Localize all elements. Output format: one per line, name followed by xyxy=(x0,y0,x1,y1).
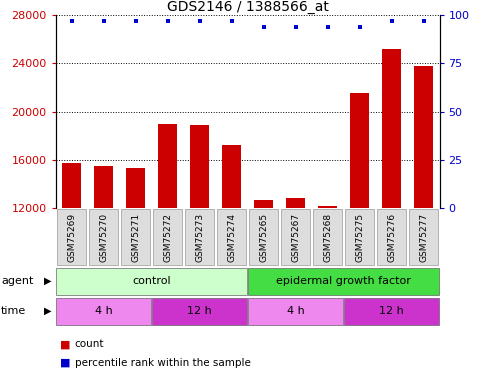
Bar xyxy=(56,268,247,295)
Bar xyxy=(121,209,150,265)
Text: agent: agent xyxy=(1,276,33,286)
Bar xyxy=(94,166,113,208)
Text: ■: ■ xyxy=(60,339,71,349)
Bar xyxy=(409,209,438,265)
Text: GSM75269: GSM75269 xyxy=(67,213,76,262)
Text: GSM75273: GSM75273 xyxy=(195,213,204,262)
Text: GSM75274: GSM75274 xyxy=(227,213,236,262)
Bar xyxy=(249,209,278,265)
Text: GSM75265: GSM75265 xyxy=(259,213,268,262)
Bar xyxy=(222,146,241,208)
Text: 12 h: 12 h xyxy=(379,306,404,316)
Point xyxy=(227,18,235,24)
Bar xyxy=(153,209,182,265)
Point xyxy=(260,24,268,30)
Point xyxy=(196,18,203,24)
Bar xyxy=(248,268,439,295)
Bar xyxy=(345,209,374,265)
Bar xyxy=(281,209,310,265)
Text: GSM75270: GSM75270 xyxy=(99,213,108,262)
Bar xyxy=(62,164,81,208)
Bar xyxy=(56,298,151,325)
Text: 4 h: 4 h xyxy=(95,306,113,316)
Text: ▶: ▶ xyxy=(43,306,51,316)
Text: GSM75271: GSM75271 xyxy=(131,213,140,262)
Text: control: control xyxy=(132,276,171,286)
Text: time: time xyxy=(1,306,26,316)
Bar xyxy=(344,298,439,325)
Point xyxy=(420,18,427,24)
Text: 4 h: 4 h xyxy=(287,306,304,316)
Bar xyxy=(254,200,273,208)
Text: ■: ■ xyxy=(60,358,71,368)
Bar xyxy=(377,209,406,265)
Point xyxy=(355,24,363,30)
Point xyxy=(99,18,107,24)
Point xyxy=(164,18,171,24)
Point xyxy=(68,18,75,24)
Bar xyxy=(318,206,337,208)
Bar xyxy=(158,124,177,208)
Bar xyxy=(350,93,369,208)
Bar xyxy=(286,198,305,208)
Bar xyxy=(126,168,145,208)
Bar xyxy=(89,209,118,265)
Text: GSM75275: GSM75275 xyxy=(355,213,364,262)
Point xyxy=(132,18,140,24)
Text: GSM75276: GSM75276 xyxy=(387,213,396,262)
Text: GSM75268: GSM75268 xyxy=(323,213,332,262)
Bar xyxy=(382,49,401,208)
Text: ▶: ▶ xyxy=(43,276,51,286)
Bar xyxy=(248,298,343,325)
Point xyxy=(324,24,331,30)
Text: count: count xyxy=(75,339,104,349)
Text: 12 h: 12 h xyxy=(187,306,212,316)
Bar xyxy=(414,66,433,208)
Text: GSM75272: GSM75272 xyxy=(163,213,172,262)
Bar xyxy=(152,298,247,325)
Bar xyxy=(57,209,86,265)
Text: GSM75277: GSM75277 xyxy=(419,213,428,262)
Text: percentile rank within the sample: percentile rank within the sample xyxy=(75,358,251,368)
Point xyxy=(292,24,299,30)
Bar xyxy=(190,125,209,208)
Bar xyxy=(313,209,342,265)
Text: epidermal growth factor: epidermal growth factor xyxy=(276,276,411,286)
Title: GDS2146 / 1388566_at: GDS2146 / 1388566_at xyxy=(167,0,328,14)
Text: GSM75267: GSM75267 xyxy=(291,213,300,262)
Bar xyxy=(217,209,246,265)
Bar xyxy=(185,209,214,265)
Point xyxy=(388,18,396,24)
